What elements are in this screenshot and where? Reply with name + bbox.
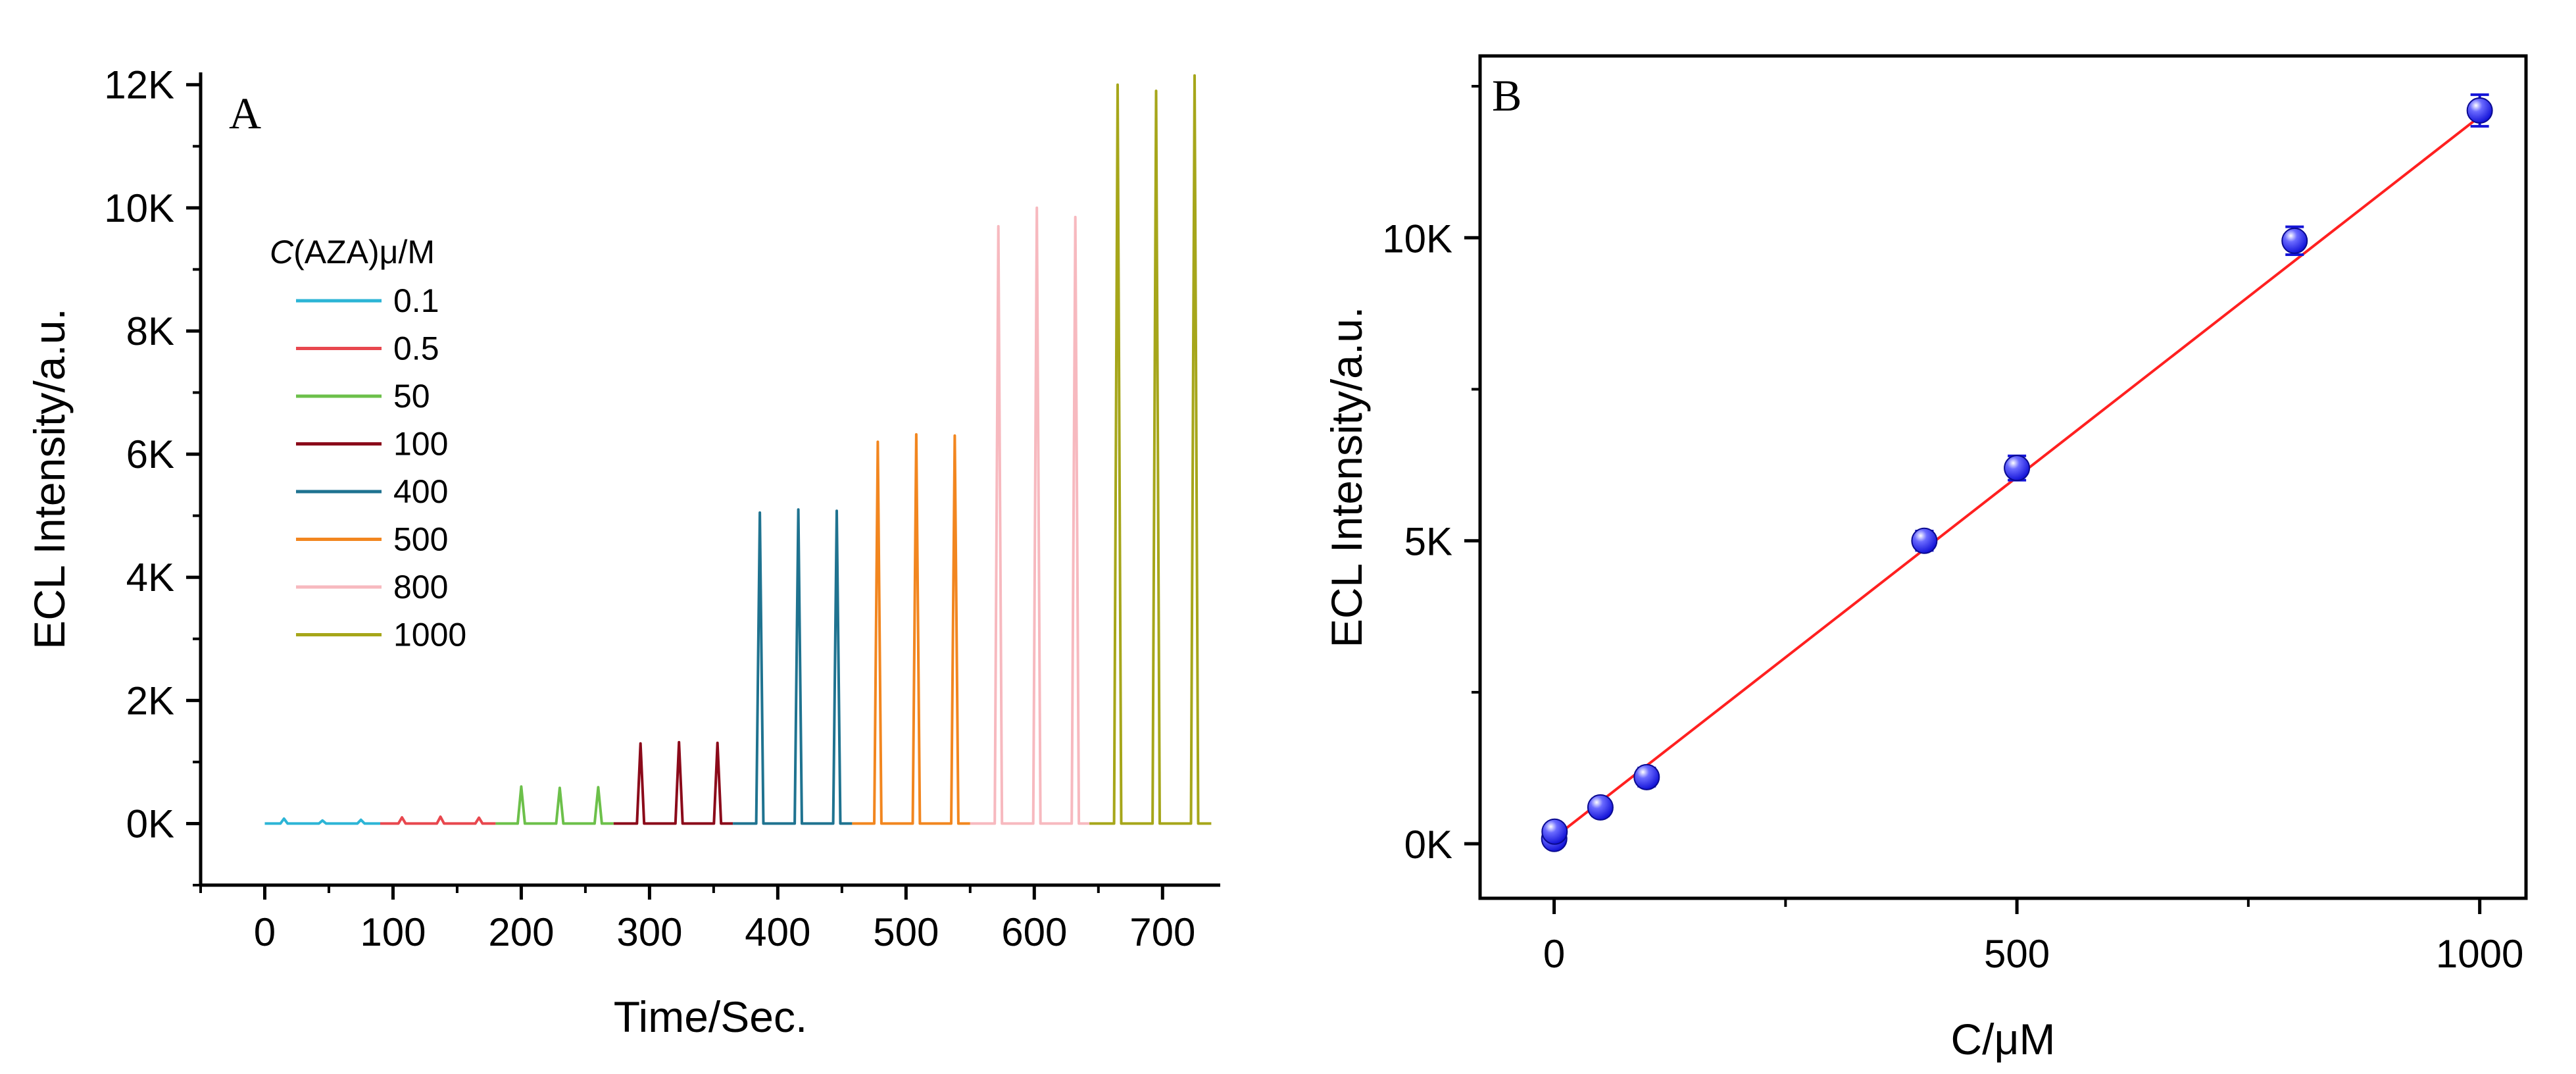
series-trace-1000: [1089, 74, 1212, 825]
panel-b-y-tick-label: 10K: [1382, 217, 1452, 261]
panel-a-y-tick-label: 6K: [126, 432, 174, 476]
panel-a-series: [264, 74, 1212, 825]
panel-a-x-tick-label: 0: [254, 910, 276, 954]
panel-a-y-tick-label: 12K: [104, 63, 174, 107]
series-trace-50: [495, 785, 614, 825]
panel-a-y-tick-label: 8K: [126, 309, 174, 353]
panel-a-legend: C(AZA)μ/M 0.1 0.5 50 100 400 500 800 1000: [270, 234, 466, 653]
panel-b-x-tick-label: 1000: [2436, 932, 2523, 976]
panel-a-y-tick-label: 0K: [126, 802, 174, 846]
legend-label-500: 500: [393, 521, 448, 558]
panel-a-ecl-time-chart: 0 100 200 300 400 500 600 700 0K 2K 4K 6K 8K 10K 12K C…: [25, 63, 1220, 1041]
panel-b-y-tick-label: 5K: [1404, 520, 1452, 564]
legend-title-rest: (AZA)μ/M: [293, 234, 435, 270]
series-trace-0.5: [380, 815, 496, 825]
panel-a-x-tick-label: 200: [488, 910, 554, 954]
panel-b-data-point: [1541, 818, 1568, 845]
panel-a-legend-title: C(AZA)μ/M: [270, 234, 435, 270]
panel-b-frame: [1478, 54, 2528, 900]
legend-label-400: 400: [393, 473, 448, 510]
panel-b-data-point: [2004, 455, 2031, 482]
panel-b-x-tick-label: 500: [1984, 932, 2050, 976]
legend-label-50: 50: [393, 378, 430, 415]
panel-a-axes: 0 100 200 300 400 500 600 700 0K 2K 4K 6K 8K 10K 12K: [104, 63, 1220, 954]
series-trace-0.1: [264, 817, 380, 825]
legend-label-800: 800: [393, 569, 448, 605]
panel-b-axes: 0 500 1000 0K 5K 10K: [1382, 85, 2523, 976]
panel-b-data-point: [2466, 97, 2493, 124]
panel-b-data-point: [1587, 794, 1614, 821]
legend-title-italic: C: [270, 234, 294, 270]
legend-label-0.1: 0.1: [393, 282, 439, 319]
panel-b-x-tick-label: 0: [1543, 932, 1565, 976]
panel-a-x-tick-label: 500: [873, 910, 939, 954]
panel-a-x-tick-label: 400: [745, 910, 810, 954]
panel-b-data-point: [1911, 527, 1938, 554]
legend-label-100: 100: [393, 426, 448, 463]
panel-b-y-axis-title: ECL Intensity/a.u.: [1322, 307, 1371, 648]
panel-a-x-tick-label: 300: [616, 910, 682, 954]
panel-b-calibration-chart: 0 500 1000 0K 5K 10K B C/μM ECL Intensity/a.u…: [1322, 54, 2528, 1063]
panel-a-y-tick-label: 10K: [104, 186, 174, 230]
panel-b-y-tick-label: 0K: [1404, 823, 1452, 867]
series-trace-800: [970, 206, 1090, 825]
legend-label-1000: 1000: [393, 617, 466, 653]
panel-b-data-point: [1633, 763, 1660, 790]
panel-b-x-axis-title: C/μM: [1950, 1015, 2055, 1063]
series-trace-100: [613, 740, 733, 825]
panel-a-x-axis-title: Time/Sec.: [614, 992, 808, 1041]
panel-a-y-tick-label: 2K: [126, 678, 174, 723]
panel-b-points: [1541, 93, 2493, 852]
panel-a-x-tick-label: 100: [360, 910, 426, 954]
series-trace-400: [733, 508, 853, 825]
legend-label-0.5: 0.5: [393, 330, 439, 367]
panel-a-x-tick-label: 600: [1001, 910, 1067, 954]
panel-b-data-point: [2281, 227, 2308, 254]
panel-a-y-tick-label: 4K: [126, 555, 174, 600]
panel-a-x-tick-label: 700: [1129, 910, 1195, 954]
panel-b-label: B: [1492, 70, 1522, 120]
panel-a-y-axis-title: ECL Intensity/a.u.: [25, 308, 74, 650]
series-trace-500: [852, 433, 970, 825]
panel-a-label: A: [229, 88, 261, 138]
